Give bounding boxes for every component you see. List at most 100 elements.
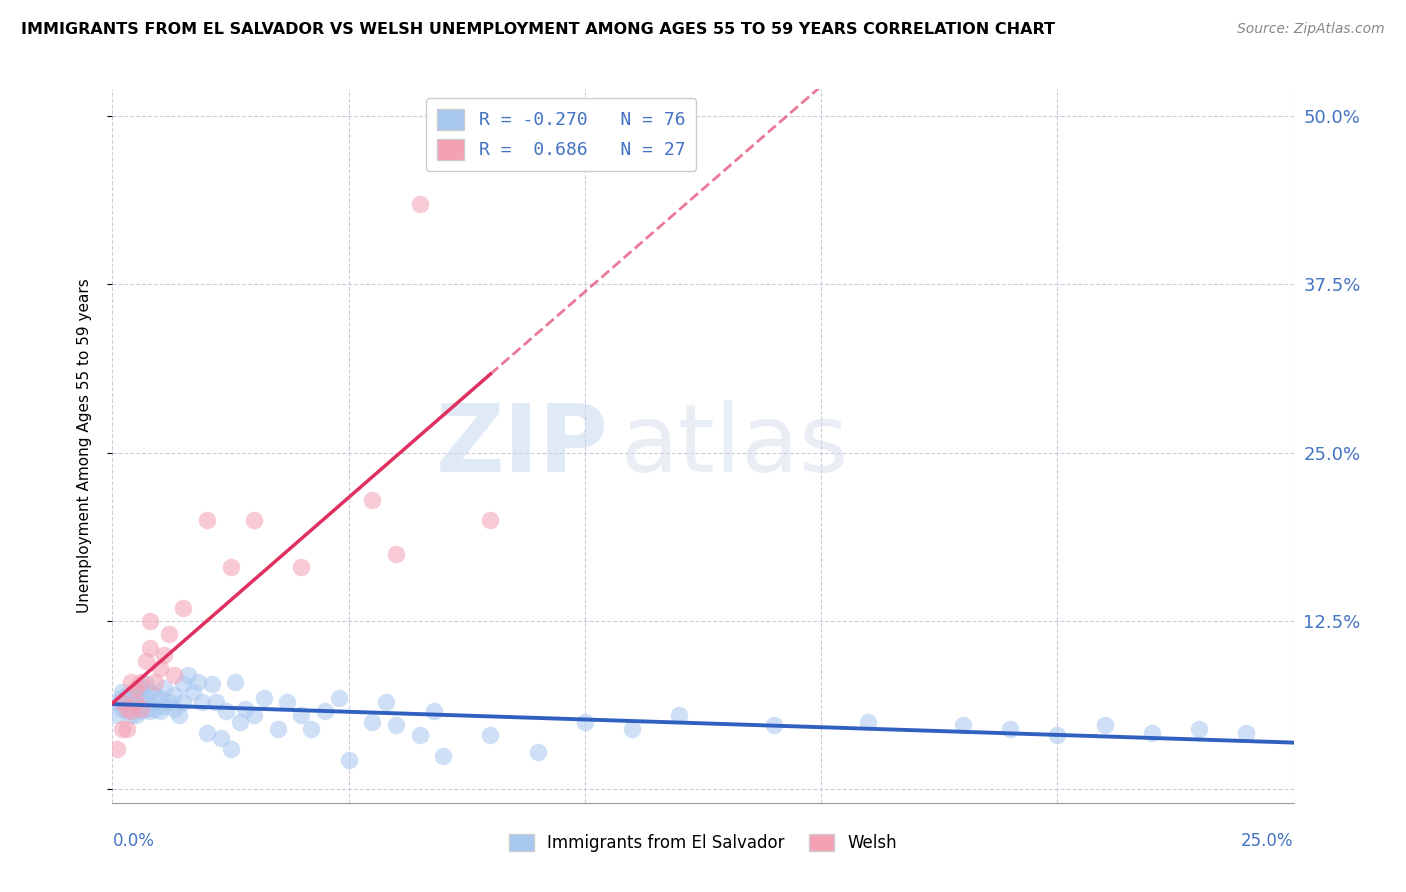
Y-axis label: Unemployment Among Ages 55 to 59 years: Unemployment Among Ages 55 to 59 years: [77, 278, 91, 614]
Point: [574, 714, 596, 729]
Point: [172, 600, 194, 615]
Point: [177, 668, 200, 682]
Point: [195, 513, 218, 527]
Point: [952, 717, 974, 731]
Point: [479, 513, 502, 527]
Point: [105, 695, 128, 709]
Point: [125, 708, 148, 723]
Point: [139, 685, 162, 699]
Point: [621, 722, 644, 736]
Point: [422, 704, 444, 718]
Point: [167, 708, 190, 723]
Point: [762, 717, 785, 731]
Point: [105, 708, 128, 723]
Point: [205, 695, 228, 709]
Point: [172, 695, 194, 709]
Point: [408, 729, 430, 743]
Point: [163, 688, 186, 702]
Point: [129, 701, 152, 715]
Point: [479, 729, 502, 743]
Point: [125, 681, 148, 696]
Point: [125, 695, 148, 709]
Point: [361, 492, 384, 507]
Point: [149, 704, 172, 718]
Point: [135, 677, 157, 691]
Point: [408, 196, 430, 211]
Point: [163, 668, 186, 682]
Point: [385, 717, 408, 731]
Point: [186, 674, 208, 689]
Point: [163, 701, 186, 715]
Point: [120, 698, 142, 713]
Point: [1234, 726, 1257, 740]
Point: [361, 714, 384, 729]
Point: [143, 688, 166, 702]
Point: [526, 745, 548, 759]
Point: [1140, 726, 1163, 740]
Point: [115, 701, 138, 715]
Point: [1046, 729, 1069, 743]
Point: [233, 701, 256, 715]
Point: [111, 722, 134, 736]
Point: [219, 742, 242, 756]
Point: [1188, 722, 1211, 736]
Point: [115, 688, 138, 702]
Point: [149, 690, 172, 705]
Point: [172, 677, 194, 691]
Point: [195, 726, 218, 740]
Point: [998, 722, 1021, 736]
Text: IMMIGRANTS FROM EL SALVADOR VS WELSH UNEMPLOYMENT AMONG AGES 55 TO 59 YEARS CORR: IMMIGRANTS FROM EL SALVADOR VS WELSH UNE…: [21, 22, 1054, 37]
Point: [153, 681, 176, 696]
Point: [375, 695, 398, 709]
Point: [290, 708, 312, 723]
Point: [115, 722, 138, 736]
Point: [157, 695, 180, 709]
Point: [149, 661, 172, 675]
Point: [209, 731, 232, 746]
Point: [858, 714, 880, 729]
Point: [337, 753, 360, 767]
Text: 0.0%: 0.0%: [112, 831, 155, 849]
Point: [143, 701, 166, 715]
Point: [328, 690, 350, 705]
Text: Source: ZipAtlas.com: Source: ZipAtlas.com: [1237, 22, 1385, 37]
Point: [120, 688, 142, 702]
Point: [120, 674, 142, 689]
Point: [201, 677, 224, 691]
Point: [299, 722, 322, 736]
Point: [139, 640, 162, 655]
Point: [115, 704, 138, 718]
Point: [385, 547, 408, 561]
Point: [129, 704, 152, 718]
Point: [432, 748, 454, 763]
Point: [229, 714, 252, 729]
Point: [668, 708, 690, 723]
Point: [111, 701, 134, 715]
Point: [135, 655, 157, 669]
Point: [125, 695, 148, 709]
Point: [290, 560, 312, 574]
Point: [111, 690, 134, 705]
Point: [267, 722, 290, 736]
Point: [219, 560, 242, 574]
Point: [181, 685, 204, 699]
Point: [120, 704, 142, 718]
Point: [129, 695, 152, 709]
Point: [111, 685, 134, 699]
Text: 25.0%: 25.0%: [1241, 831, 1294, 849]
Point: [125, 685, 148, 699]
Point: [135, 690, 157, 705]
Point: [243, 513, 266, 527]
Point: [153, 648, 176, 662]
Point: [215, 704, 238, 718]
Point: [139, 614, 162, 628]
Point: [276, 695, 298, 709]
Point: [253, 690, 276, 705]
Point: [143, 674, 166, 689]
Legend: Immigrants from El Salvador, Welsh: Immigrants from El Salvador, Welsh: [502, 827, 904, 859]
Point: [129, 674, 152, 689]
Point: [120, 708, 142, 723]
Point: [153, 698, 176, 713]
Point: [314, 704, 336, 718]
Point: [139, 704, 162, 718]
